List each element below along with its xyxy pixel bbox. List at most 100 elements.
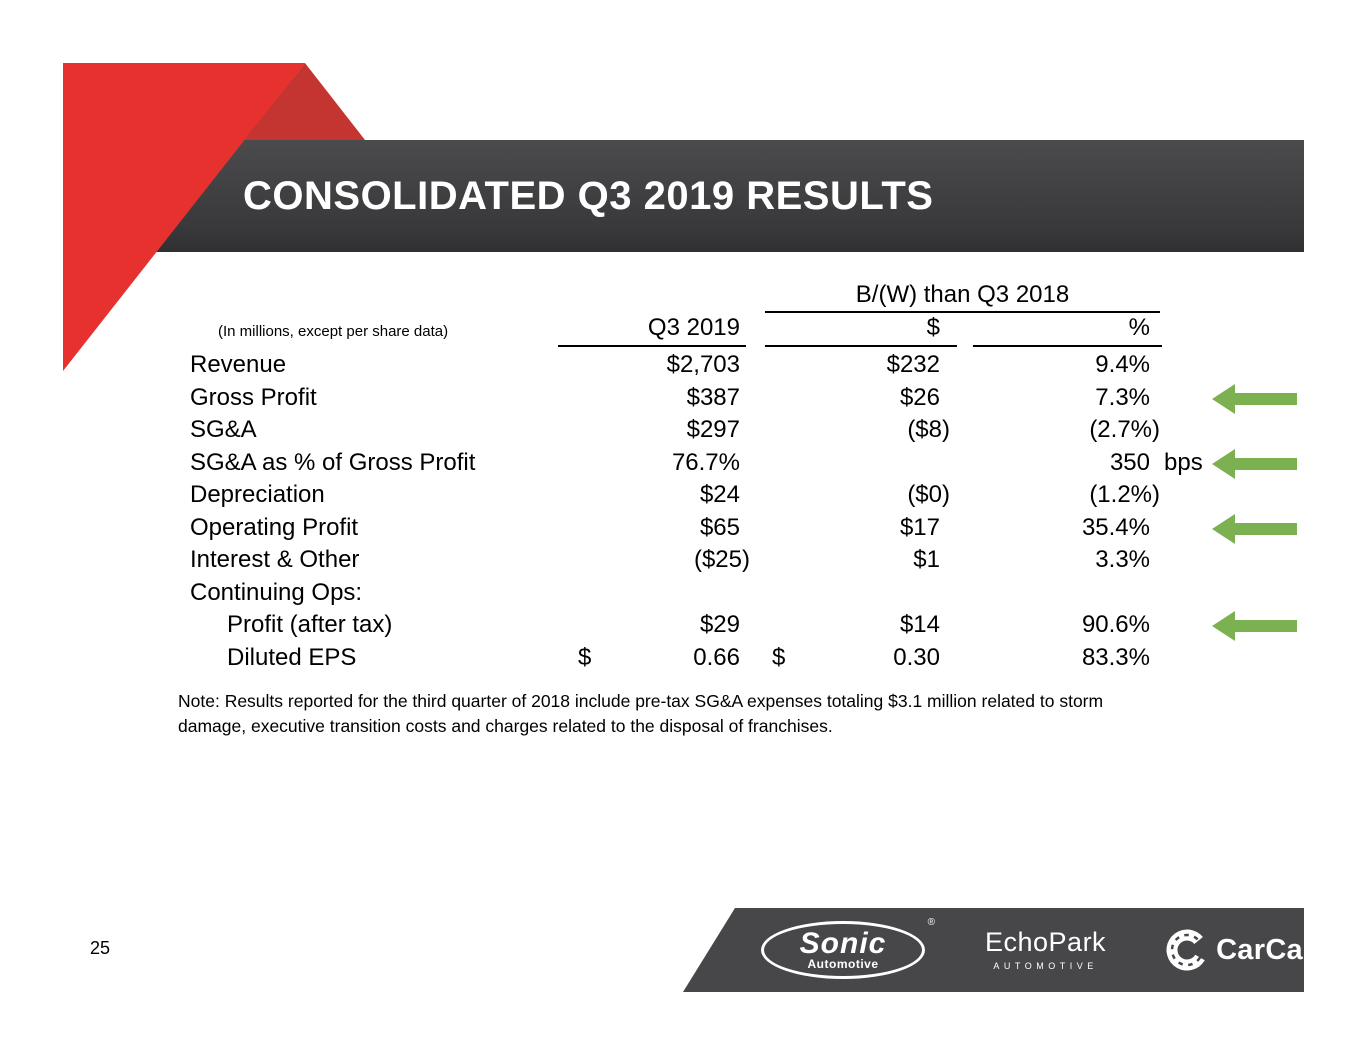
highlight-arrow-icon: [1212, 383, 1297, 414]
bps-suffix: [1150, 414, 1212, 447]
q3-value: $387: [686, 383, 740, 411]
bw-currency: [740, 544, 785, 577]
row-label: Gross Profit: [190, 383, 317, 411]
bw-currency: [740, 609, 785, 642]
q3-currency: [560, 577, 595, 610]
bw-currency: $: [772, 643, 786, 671]
row-label: Interest & Other: [190, 546, 360, 573]
bw-percent-value: 7.3%: [1095, 383, 1150, 411]
registered-mark: ®: [927, 917, 935, 928]
bw-currency: [740, 414, 785, 447]
bw-currency: [740, 382, 785, 415]
carcash-logo-text: CarCash: [1216, 933, 1338, 966]
table-row: Operating Profit $65 $17 35.4%: [190, 512, 1305, 545]
sonic-oval-icon: Sonic Automotive: [761, 921, 925, 979]
echopark-logo-text: EchoPark: [985, 927, 1107, 957]
q3-value: $65: [699, 513, 740, 541]
bps-suffix: [1150, 642, 1212, 675]
row-label: SG&A: [190, 416, 257, 443]
arrow-cell: [1212, 382, 1305, 415]
bps-suffix: [1150, 609, 1212, 642]
table-row: Diluted EPS $ 0.66 $ 0.30 83.3%: [190, 642, 1305, 675]
q3-currency: [560, 414, 595, 447]
bw-dollar-value: $26: [899, 383, 940, 411]
q3-value: $297: [686, 416, 740, 443]
q3-currency: $: [578, 643, 592, 671]
bw-percent-value: 35.4%: [1081, 513, 1150, 541]
bw-percent-value: 83.3%: [1081, 643, 1150, 671]
bw-currency: [740, 447, 785, 480]
q3-currency: [560, 512, 595, 545]
dollar-column-header: $: [926, 314, 940, 341]
bw-dollar-value: [785, 577, 940, 610]
financial-table: Revenue $2,703 $232 9.4% Gross Profit $3…: [190, 349, 1305, 674]
bw-percent-value: 3.3%: [1095, 546, 1150, 573]
bw-dollar-value: ($0): [907, 481, 950, 508]
sonic-logo-subtext: Automotive: [807, 956, 879, 971]
bw-dollar-value: $17: [899, 513, 940, 541]
carcash-road-icon: [1166, 929, 1208, 971]
page-title: CONSOLIDATED Q3 2019 RESULTS: [243, 174, 934, 218]
sonic-logo-text: Sonic: [799, 926, 887, 960]
bps-suffix: [1150, 349, 1212, 382]
bw-currency: [740, 349, 785, 382]
title-banner: [156, 140, 1304, 252]
row-label: Diluted EPS: [227, 643, 357, 671]
table-row: Revenue $2,703 $232 9.4%: [190, 349, 1305, 382]
bw-dollar-value: [785, 447, 940, 480]
arrow-cell: [1212, 512, 1305, 545]
arrow-cell: [1212, 642, 1305, 675]
bw-dollar-value: $14: [899, 611, 940, 638]
table-row: Interest & Other ($25) $1 3.3%: [190, 544, 1305, 577]
header-underline: [558, 345, 746, 347]
row-label: Revenue: [190, 351, 287, 378]
arrow-cell: [1212, 544, 1305, 577]
row-label: Operating Profit: [190, 513, 359, 541]
q3-value: ($25): [693, 546, 750, 573]
q3-currency: [560, 382, 595, 415]
row-label: Depreciation: [190, 481, 325, 508]
bw-currency: [740, 512, 785, 545]
bw-dollar-value: ($8): [907, 416, 950, 443]
bw-currency: [740, 479, 785, 512]
page-number: 25: [90, 938, 111, 958]
bw-percent-value: (2.7%): [1089, 416, 1160, 443]
arrow-cell: [1212, 447, 1305, 480]
bw-group-header: B/(W) than Q3 2018: [855, 281, 1070, 308]
table-row: SG&A $297 ($8) (2.7%): [190, 414, 1305, 447]
header-underline: [765, 345, 957, 347]
bps-suffix: bps: [1164, 448, 1203, 476]
highlight-arrow-icon: [1212, 448, 1297, 479]
table-row: Gross Profit $387 $26 7.3%: [190, 382, 1305, 415]
bw-currency: [740, 577, 785, 610]
q3-currency: [560, 609, 595, 642]
row-label: Continuing Ops:: [190, 578, 363, 606]
bps-suffix: [1150, 382, 1212, 415]
table-row: Depreciation $24 ($0) (1.2%): [190, 479, 1305, 512]
sonic-automotive-logo: Sonic Automotive ®: [761, 917, 935, 979]
bps-suffix: [1150, 577, 1212, 610]
bw-percent-value: (1.2%): [1089, 481, 1160, 508]
header-underline: [765, 311, 1160, 313]
bw-dollar-value: 0.30: [893, 643, 940, 671]
q3-currency: [560, 447, 595, 480]
units-label: (In millions, except per share data): [218, 323, 449, 340]
q3-currency: [560, 349, 595, 382]
arrow-cell: [1212, 609, 1305, 642]
carcash-logo: CarCash: [1164, 927, 1338, 973]
arrow-cell: [1212, 349, 1305, 382]
table-row: SG&A as % of Gross Profit 76.7% 350 bps: [190, 447, 1305, 480]
bw-dollar-value: $1: [913, 546, 940, 573]
q3-value: $24: [699, 481, 740, 508]
arrow-cell: [1212, 479, 1305, 512]
q3-value: [595, 577, 740, 610]
percent-column-header: %: [1128, 314, 1150, 341]
row-label: Profit (after tax): [227, 611, 393, 638]
q3-currency: [560, 479, 595, 512]
row-label: SG&A as % of Gross Profit: [190, 448, 476, 476]
bw-dollar-value: $232: [886, 351, 940, 378]
bw-percent-value: 9.4%: [1095, 351, 1150, 378]
bw-percent-value: 350: [1109, 448, 1150, 476]
table-row: Continuing Ops:: [190, 577, 1305, 610]
